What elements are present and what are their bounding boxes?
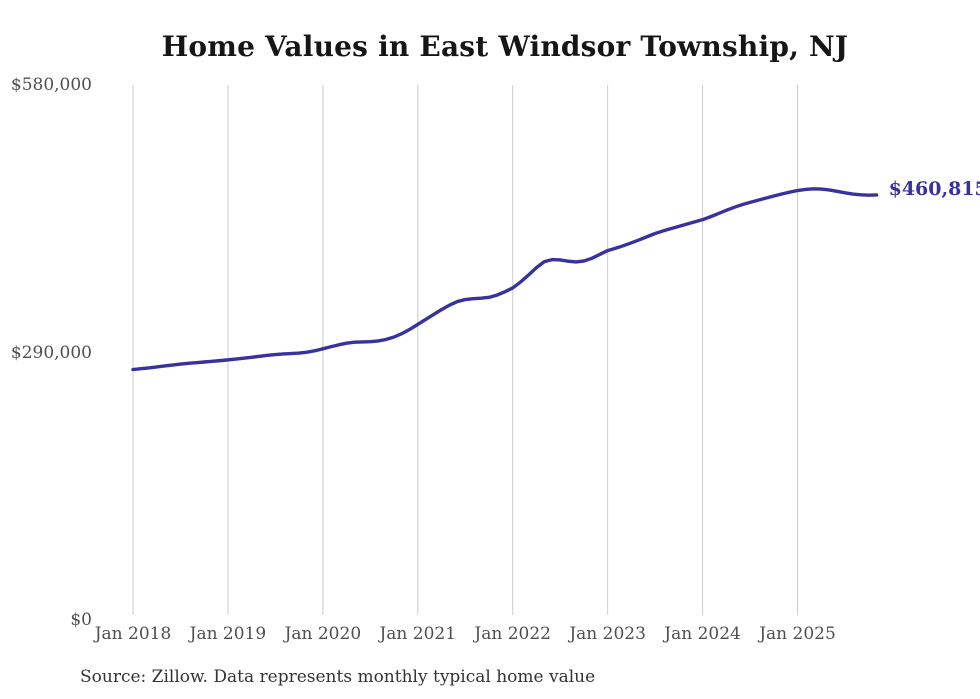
y-tick-label: $0	[70, 610, 92, 630]
x-tick-label: Jan 2021	[379, 624, 457, 644]
x-tick-label: Jan 2022	[474, 624, 551, 644]
x-tick-label: Jan 2025	[759, 624, 836, 644]
x-tick-label: Jan 2018	[94, 624, 172, 644]
x-tick-label: Jan 2019	[189, 624, 267, 644]
x-tick-label: Jan 2020	[284, 624, 362, 644]
y-tick-label: $290,000	[10, 342, 92, 363]
chart-title: Home Values in East Windsor Township, NJ	[161, 30, 849, 63]
source-note: Source: Zillow. Data represents monthly …	[80, 667, 596, 687]
end-value-label: $460,815	[888, 177, 980, 200]
y-tick-label: $580,000	[10, 75, 92, 95]
x-tick-label: Jan 2024	[664, 624, 741, 644]
home-value-line	[131, 187, 879, 372]
x-tick-label: Jan 2023	[569, 624, 646, 644]
